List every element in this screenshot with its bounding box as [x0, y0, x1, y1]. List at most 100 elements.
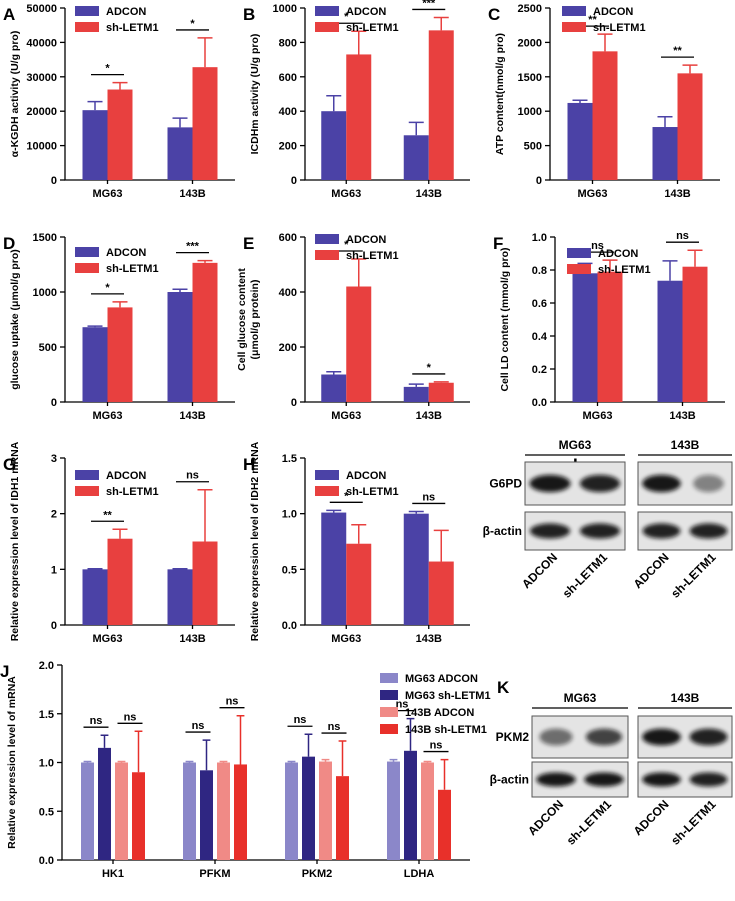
- error-bar: [172, 288, 188, 292]
- y-tick-label: 0.0: [532, 397, 547, 409]
- legend-swatch: [75, 263, 99, 273]
- y-tick-label: 0.6: [532, 298, 547, 310]
- lane-label: sh-LETM1: [668, 797, 719, 848]
- bar: [167, 569, 193, 625]
- x-tick-label: MG63: [93, 633, 123, 645]
- lane-label: ADCON: [631, 797, 672, 838]
- significance-label: ns: [430, 740, 443, 752]
- bar: [167, 292, 193, 402]
- legend-swatch: [380, 673, 398, 683]
- y-axis-label: Cell LD content (mmol/g pro): [499, 247, 511, 391]
- legend-swatch: [562, 22, 586, 32]
- blot-band: [693, 474, 724, 493]
- y-axis-label: α-KGDH activity (U/g pro): [9, 31, 21, 158]
- bar: [403, 513, 429, 625]
- bar: [592, 51, 618, 181]
- y-tick-label: 2.0: [39, 660, 54, 672]
- blot-row-label: G6PD: [489, 477, 522, 491]
- blot-band: [584, 772, 624, 787]
- legend-label: sh-LETM1: [346, 22, 399, 34]
- significance-label: ns: [192, 720, 205, 732]
- error-bar: [117, 760, 126, 763]
- legend-label: ADCON: [593, 6, 633, 18]
- y-axis-label: Relative expression level of IDH2 mRNA: [249, 441, 261, 641]
- significance-label: *: [427, 362, 432, 374]
- y-tick-label: 20000: [26, 106, 57, 118]
- blot-group-label: MG63: [559, 438, 592, 452]
- legend-label: sh-LETM1: [346, 486, 399, 498]
- error-bar: [406, 717, 415, 751]
- error-bar: [236, 714, 245, 765]
- significance-label: **: [673, 45, 682, 57]
- error-bar: [197, 488, 213, 542]
- blot-band: [642, 772, 681, 787]
- error-bar: [657, 115, 673, 128]
- significance-label: ns: [294, 714, 307, 726]
- bar: [421, 762, 434, 860]
- y-axis-label: glucose uptake (μmol/g pro): [9, 249, 21, 390]
- error-bar: [197, 259, 213, 263]
- y-tick-label: 0.0: [39, 855, 54, 867]
- error-bar: [423, 760, 432, 763]
- bar: [682, 266, 708, 402]
- bar: [387, 761, 400, 860]
- x-tick-label: 143B: [179, 410, 205, 422]
- x-tick-label: 143B: [664, 188, 690, 200]
- bar: [82, 569, 108, 625]
- y-axis-label: Relative expression level of IDH1 mRNA: [9, 441, 21, 641]
- error-bar: [351, 258, 367, 287]
- y-tick-label: 600: [279, 72, 297, 84]
- y-tick-label: 200: [279, 342, 297, 354]
- significance-label: ns: [328, 721, 341, 733]
- lane-label: sh-LETM1: [564, 797, 615, 848]
- x-tick-label: 143B: [416, 633, 442, 645]
- legend-label: ADCON: [106, 6, 146, 18]
- x-tick-label: MG63: [331, 633, 361, 645]
- lane-label: ADCON: [631, 550, 672, 591]
- blot-band: [579, 523, 621, 539]
- panel-letter: D: [3, 234, 15, 253]
- legend-swatch: [75, 470, 99, 480]
- legend-label: MG63 sh-LETM1: [405, 690, 491, 702]
- x-tick-label: MG63: [331, 410, 361, 422]
- bar: [82, 327, 108, 402]
- bar: [321, 111, 347, 180]
- blot-band: [529, 474, 571, 493]
- y-tick-label: 200: [279, 141, 297, 153]
- panel-letter: B: [243, 5, 255, 24]
- significance-label: *: [105, 282, 110, 294]
- legend-label: ADCON: [106, 247, 146, 259]
- y-tick-label: 1000: [518, 106, 542, 118]
- error-bar: [597, 33, 613, 52]
- legend-swatch: [315, 250, 339, 260]
- error-bar: [304, 733, 313, 757]
- legend-label: sh-LETM1: [106, 22, 159, 34]
- y-tick-label: 1000: [33, 287, 57, 299]
- error-bar: [326, 371, 342, 375]
- legend-swatch: [567, 248, 591, 258]
- error-bar: [172, 568, 188, 570]
- x-tick-label: LDHA: [404, 868, 435, 880]
- bar: [98, 747, 111, 860]
- significance-label: ns: [676, 230, 689, 242]
- bar: [319, 761, 332, 860]
- bar: [107, 89, 133, 180]
- bar: [192, 262, 218, 402]
- legend-swatch: [315, 234, 339, 244]
- error-bar: [112, 301, 128, 308]
- bar: [217, 762, 230, 860]
- error-bar: [197, 37, 213, 68]
- y-tick-label: 400: [279, 287, 297, 299]
- significance-label: ns: [396, 699, 409, 711]
- bar: [567, 102, 593, 180]
- significance-label: ns: [422, 491, 435, 503]
- error-bar: [112, 528, 128, 539]
- bar: [167, 127, 193, 180]
- y-tick-label: 40000: [26, 37, 57, 49]
- significance-label: **: [103, 509, 112, 521]
- significance-label: ***: [186, 241, 200, 253]
- bar: [346, 286, 372, 402]
- bar: [107, 307, 133, 402]
- bar: [428, 30, 454, 180]
